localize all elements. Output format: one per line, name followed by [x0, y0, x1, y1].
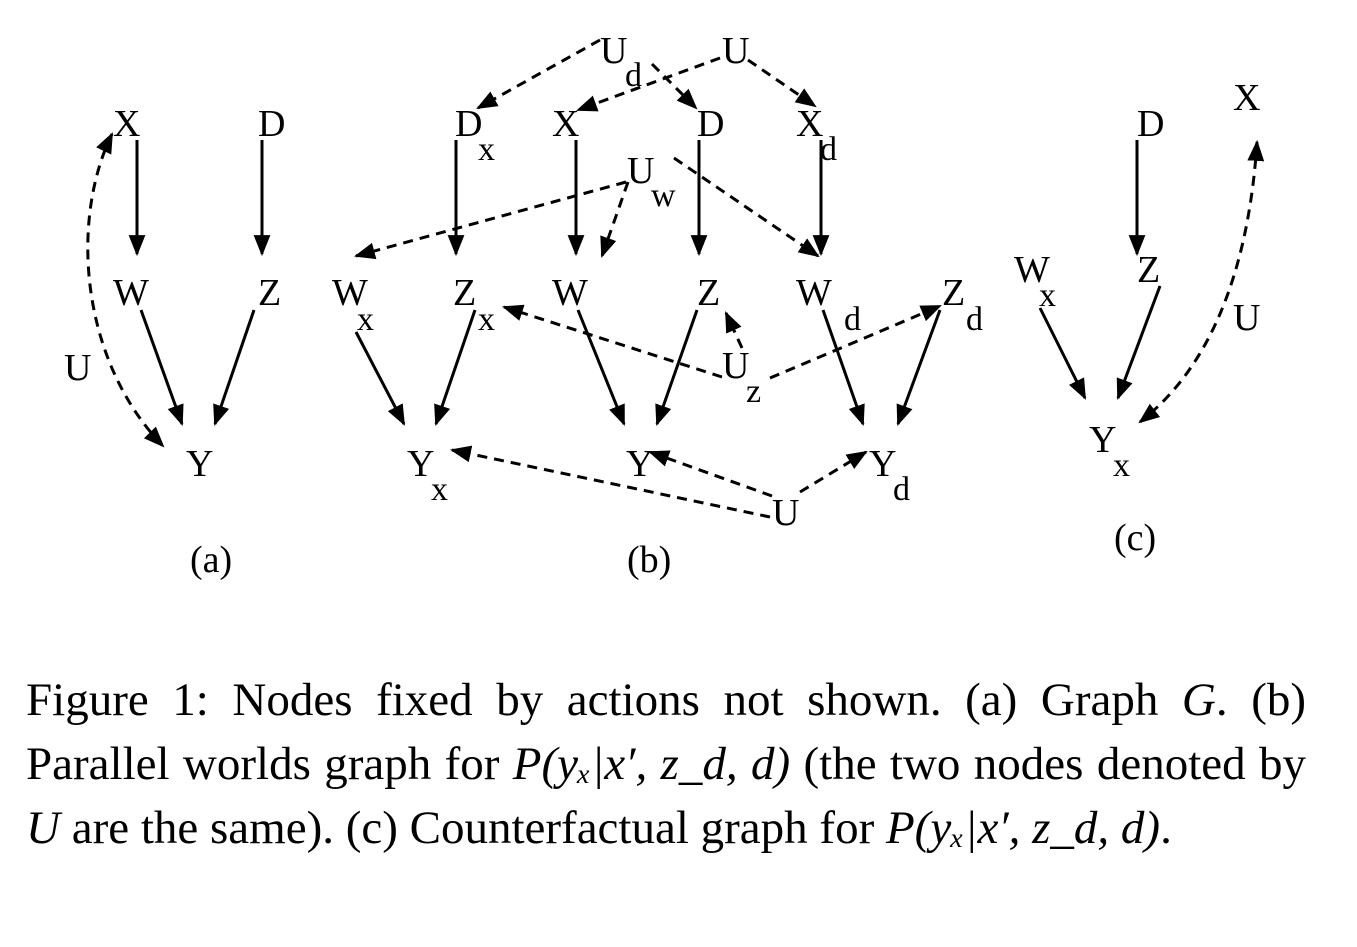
node-c-yx: Y	[1089, 419, 1116, 461]
caption-part2: . (b) Parallel worlds graph for	[26, 674, 1306, 790]
node-b-xd-sub: d	[820, 131, 837, 168]
node-b-yx: Y	[407, 443, 434, 485]
node-b-uz: U	[722, 345, 749, 387]
edge-a-u-bidirected	[86, 132, 165, 448]
edge-b-z-y	[655, 309, 699, 426]
caption-expr1: P(yₓ|x′, z_d, d)	[512, 738, 791, 790]
edge-a-z-y	[213, 309, 256, 426]
edge-c-u-bidirected	[1138, 139, 1265, 424]
panel-b-label: (b)	[627, 539, 671, 581]
edge-a-w-y	[139, 309, 184, 426]
node-c-wx: W	[1014, 249, 1050, 291]
edge-b-ud-d	[650, 62, 698, 110]
caption-graph-g: G	[1181, 674, 1216, 726]
node-b-uw: U	[627, 150, 654, 192]
node-b-wx-sub: x	[357, 301, 374, 338]
node-b-z: Z	[697, 272, 720, 314]
caption-part1: Figure 1: Nodes fixed by actions not sho…	[26, 674, 1182, 726]
caption-expr2: P(yₓ|x′, z_d, d)	[885, 802, 1161, 854]
node-c-yx-sub: x	[1113, 447, 1130, 484]
node-c-d: D	[1137, 103, 1164, 145]
node-b-d: D	[697, 103, 724, 145]
edge-b-uw-w	[600, 181, 630, 258]
panel-a-label: (a)	[190, 539, 232, 581]
panel-b: U d U D x X D X d U w W x Z x W Z W d Z …	[332, 30, 983, 581]
edge-b-uw-wd	[673, 156, 820, 258]
edge-b-u-yd	[799, 450, 868, 494]
node-b-zd-sub: d	[966, 301, 983, 338]
node-b-wd-sub: d	[844, 301, 861, 338]
node-b-wd: W	[796, 272, 832, 314]
figure-1-graphs: X D W Z Y U (a) U d U D x X D X d U w W …	[64, 30, 1265, 581]
node-b-u-bottom: U	[772, 492, 799, 534]
node-b-wx: W	[332, 272, 368, 314]
caption-part4: are the same). (c) Counterfactual graph …	[59, 802, 886, 854]
node-b-yx-sub: x	[431, 471, 448, 508]
panel-c: D X W x Z U Y x (c)	[1014, 77, 1265, 559]
node-b-zx: Z	[453, 272, 476, 314]
node-b-uw-sub: w	[651, 177, 676, 214]
node-b-zd: Z	[942, 272, 965, 314]
node-b-zx-sub: x	[478, 301, 495, 338]
node-a-w: W	[113, 272, 149, 314]
node-b-xd: X	[796, 103, 823, 145]
node-b-y: Y	[626, 443, 653, 485]
node-a-u: U	[64, 347, 91, 389]
node-b-x: X	[552, 103, 579, 145]
node-b-dx-sub: x	[478, 131, 495, 168]
edge-b-ud-dx	[476, 38, 601, 110]
panel-c-label: (c)	[1114, 517, 1156, 559]
edge-b-u-x	[576, 56, 721, 112]
node-b-ud: U	[600, 30, 627, 72]
node-b-w: W	[552, 272, 588, 314]
edge-b-uz-zd	[769, 304, 942, 380]
edge-b-wd-yd	[821, 309, 865, 426]
node-a-z: Z	[258, 272, 281, 314]
edge-b-uz-z	[724, 311, 744, 349]
node-b-dx: D	[455, 103, 482, 145]
edge-c-wx-yx	[1038, 307, 1087, 400]
caption-part3: (the two nodes denoted by	[790, 738, 1306, 790]
caption-u: U	[26, 802, 60, 854]
edge-c-z-yx	[1116, 285, 1162, 400]
edge-b-u-y	[648, 450, 773, 498]
edge-b-u-yx	[449, 445, 771, 519]
node-b-uz-sub: z	[746, 373, 761, 410]
edge-b-u-xd	[747, 58, 817, 108]
node-c-x: X	[1233, 77, 1260, 119]
node-c-z: Z	[1137, 249, 1160, 291]
edge-b-uw-wx	[353, 180, 627, 260]
node-a-d: D	[258, 103, 285, 145]
node-b-ud-sub: d	[625, 57, 642, 94]
panel-a: X D W Z Y U (a)	[64, 103, 285, 581]
edge-b-uz-zx	[502, 304, 723, 379]
node-b-yd-sub: d	[893, 471, 910, 508]
edge-b-wx-yx	[354, 331, 406, 426]
node-a-x: X	[113, 103, 140, 145]
node-b-yd: Y	[869, 443, 896, 485]
caption-part5: .	[1160, 802, 1172, 854]
edge-b-zd-yd	[896, 309, 942, 426]
node-a-y: Y	[186, 443, 213, 485]
node-c-wx-sub: x	[1039, 277, 1056, 314]
node-b-u-top: U	[722, 30, 749, 72]
edge-b-zx-yx	[434, 309, 477, 426]
figure-caption: Figure 1: Nodes fixed by actions not sho…	[26, 668, 1306, 860]
node-c-u: U	[1233, 297, 1260, 339]
edge-b-w-y	[576, 309, 626, 426]
